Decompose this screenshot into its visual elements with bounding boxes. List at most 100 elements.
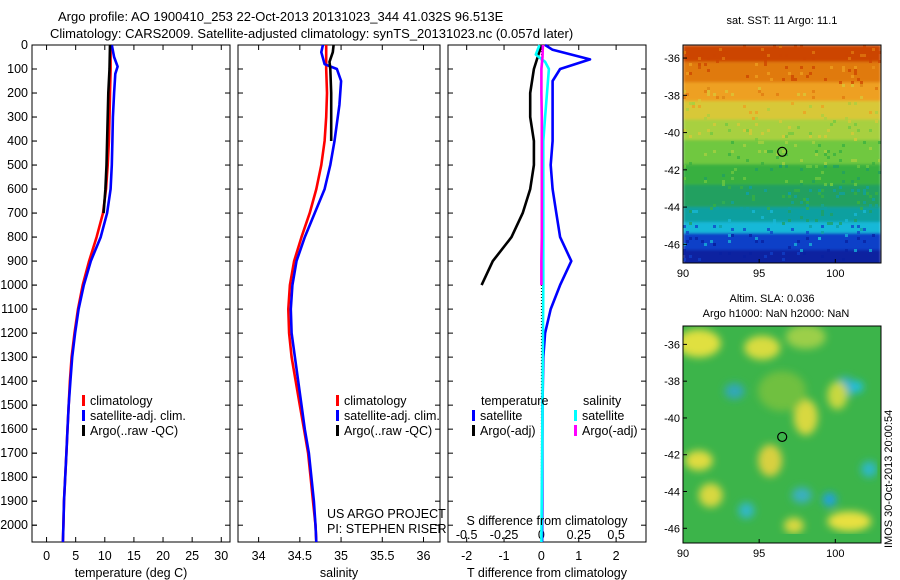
difference-top-xlabel: S difference from climatology (467, 514, 629, 528)
xtick-label: 15 (127, 549, 141, 563)
xtick-label: 20 (156, 549, 170, 563)
legend-swatch-temp-satellite (472, 410, 475, 421)
ytick-label: 200 (7, 86, 28, 100)
xtick-label: 0 (43, 549, 50, 563)
legend-label-argo: Argo(..raw -QC) (344, 424, 432, 438)
legend-label-sal-satellite: satellite (582, 409, 624, 423)
temperature-ytick-labels: 0 100 200 300 400 500 600 700 800 900 1000 1100 1200… (0, 38, 37, 532)
series-line-argo-raw-qc- (328, 44, 335, 141)
series-line-satellite-adj-clim- (61, 44, 119, 543)
xtick-label: 10 (98, 549, 112, 563)
ytick-label: 1300 (0, 350, 28, 364)
sla-map-panel: Altim. SLA: 0.036 Argo h1000: NaN h2000:… (664, 293, 882, 560)
legend-swatch-argo (336, 425, 339, 436)
legend-swatch-sal-argo (574, 425, 577, 436)
legend-label-climatology: climatology (90, 394, 153, 408)
ytick-label: 800 (7, 230, 28, 244)
xtick-label: -1 (498, 549, 509, 563)
legend-label-temp-satellite: satellite (480, 409, 522, 423)
ytick-label: 900 (7, 254, 28, 268)
ytick-label: 1500 (0, 398, 28, 412)
title-line-1: Argo profile: AO 1900410_253 22-Oct-2013… (58, 9, 504, 24)
sst-map-yticks: -36 -38 -40 -42 -44 -46 (664, 53, 687, 251)
top-xtick-label: -0.25 (490, 528, 519, 542)
sla-map-title-line-1: Altim. SLA: 0.036 (730, 293, 815, 305)
series-line-salinity-argo-adj- (540, 44, 545, 286)
imos-credit: IMOS 30-Oct-2013 20:00:54 (883, 410, 895, 548)
sst-map-marker (777, 146, 788, 157)
legend-label-satellite: satellite-adj. clim. (90, 409, 186, 423)
difference-legend: temperature satellite Argo(-adj) salinit… (472, 394, 638, 438)
legend-swatch-satellite (336, 410, 339, 421)
map-ytick-label: -40 (664, 413, 680, 425)
ytick-label: 500 (7, 158, 28, 172)
sst-map-title: sat. SST: 11 Argo: 11.1 (727, 15, 838, 27)
ytick-label: 1200 (0, 326, 28, 340)
map-ytick-label: -46 (664, 523, 680, 535)
ytick-label: 0 (21, 38, 28, 52)
temperature-xticks: 0 5 10 15 20 25 30 (32, 44, 230, 563)
ytick-label: 1600 (0, 422, 28, 436)
ytick-label: 400 (7, 134, 28, 148)
legend-label-climatology: climatology (344, 394, 407, 408)
salinity-panel: 34 34.5 35 35.5 36 salinity climatology sate… (237, 44, 446, 580)
map-xtick-label: 95 (753, 548, 765, 560)
ytick-label: 1700 (0, 446, 28, 460)
salinity-xlabel: salinity (320, 566, 359, 580)
project-annotation: US ARGO PROJECT (327, 507, 446, 521)
salinity-xticks: 34 34.5 35 35.5 36 (238, 44, 440, 563)
xtick-label: 5 (72, 549, 79, 563)
ytick-label: 700 (7, 206, 28, 220)
legend-title-salinity: salinity (583, 394, 622, 408)
difference-series (480, 43, 592, 543)
xtick-label: 25 (185, 549, 199, 563)
ytick-label: 1900 (0, 494, 28, 508)
xtick-label: 1 (575, 549, 582, 563)
top-xtick-label: 0.25 (567, 528, 591, 542)
legend-label-temp-argo: Argo(-adj) (480, 424, 536, 438)
ytick-label: 600 (7, 182, 28, 196)
legend-swatch-temp-argo (472, 425, 475, 436)
top-xtick-label: -0.5 (456, 528, 478, 542)
xtick-label: 34 (252, 549, 266, 563)
map-xtick-label: 100 (826, 268, 844, 280)
map-ytick-label: -36 (664, 53, 680, 65)
title-line-2: Climatology: CARS2009. Satellite-adjuste… (50, 26, 573, 41)
ytick-label: 1000 (0, 278, 28, 292)
map-ytick-label: -44 (664, 202, 680, 214)
legend-swatch-climatology (336, 395, 339, 406)
map-ytick-label: -38 (664, 90, 680, 102)
legend-title-temperature: temperature (481, 394, 548, 408)
xtick-label: 34.5 (288, 549, 312, 563)
ytick-label: 2000 (0, 518, 28, 532)
xtick-label: 35.5 (370, 549, 394, 563)
sla-map-yticks: -36 -38 -40 -42 -44 -46 (664, 339, 687, 535)
sla-map-marker (777, 431, 788, 443)
ytick-label: 1800 (0, 470, 28, 484)
legend-swatch-argo (82, 425, 85, 436)
map-ytick-label: -38 (664, 376, 680, 388)
ytick-label: 300 (7, 110, 28, 124)
sst-map-xticks: 90 95 100 (677, 259, 844, 280)
series-line-argo-raw-qc- (102, 44, 112, 214)
map-xtick-label: 100 (826, 548, 844, 560)
xtick-label: 30 (214, 549, 228, 563)
ytick-label: 1100 (1, 302, 28, 316)
legend-swatch-sal-satellite (574, 410, 577, 421)
difference-xlabel: T difference from climatology (467, 566, 628, 580)
salinity-axes-frame (237, 44, 441, 543)
map-xtick-label: 90 (677, 548, 689, 560)
map-ytick-label: -42 (664, 165, 680, 177)
xtick-label: 2 (613, 549, 620, 563)
series-line-temperature-satellite (540, 43, 592, 543)
legend-label-sal-argo: Argo(-adj) (582, 424, 638, 438)
temperature-panel: 0100200300400500600700800900100011001200… (0, 38, 231, 580)
map-xtick-label: 90 (677, 268, 689, 280)
legend-swatch-satellite (82, 410, 85, 421)
xtick-label: 35 (334, 549, 348, 563)
salinity-series (287, 44, 343, 543)
salinity-legend: climatology satellite-adj. clim. Argo(..… (336, 394, 440, 438)
ytick-label: 100 (7, 62, 28, 76)
sla-map-frame (682, 325, 882, 544)
